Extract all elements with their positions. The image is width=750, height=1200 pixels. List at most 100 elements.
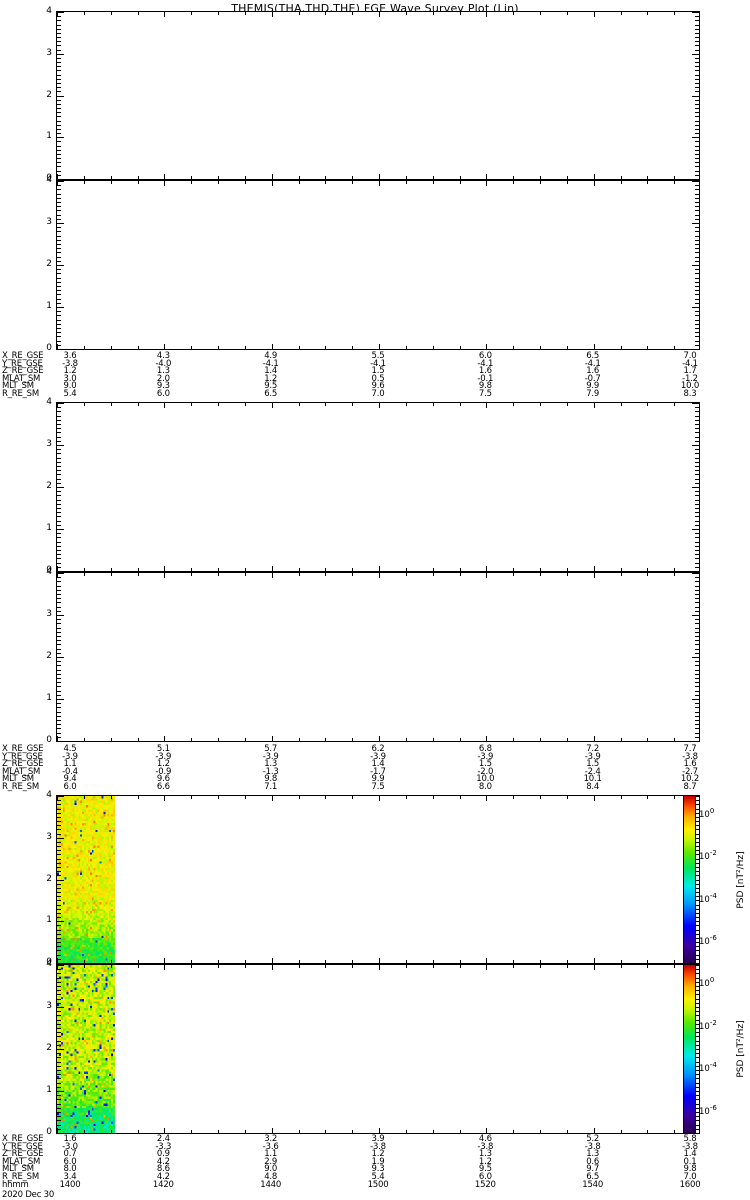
plot-panel-tha-bl (56, 11, 700, 180)
y-minor-tick (695, 1062, 699, 1063)
x-minor-tick (84, 960, 85, 963)
x-minor-tick (406, 346, 407, 349)
y-minor-tick (695, 25, 699, 26)
axis-value: -3.9 (262, 751, 279, 762)
axis-value: 5.1 (156, 744, 170, 754)
y-minor-tick (695, 653, 699, 654)
x-major-tick (272, 736, 273, 741)
x-major-tick (272, 174, 273, 179)
y-minor-tick (695, 70, 699, 71)
y-minor-tick (695, 424, 699, 425)
y-minor-tick (57, 567, 61, 568)
x-minor-tick (433, 960, 434, 963)
x-minor-tick (433, 738, 434, 741)
y-minor-tick (695, 311, 699, 312)
y-major-tick (692, 699, 699, 700)
x-minor-tick (111, 403, 112, 406)
y-tick-label: 2 (46, 90, 52, 100)
y-minor-tick (695, 834, 699, 835)
axis-row-z_re_gse: Z_RE_GSE 1.2 1.3 1.4 1.5 1.6 1.6 1.7 (0, 367, 750, 376)
y-minor-tick (57, 884, 61, 885)
y-minor-tick (695, 712, 699, 713)
y-minor-tick (695, 432, 699, 433)
y-minor-tick (57, 682, 61, 683)
axis-value: -4.1 (477, 358, 494, 369)
y-minor-tick (57, 1099, 61, 1100)
axis-value: -4.1 (262, 358, 279, 369)
x-major-tick (486, 796, 487, 801)
y-minor-tick (57, 474, 61, 475)
axis-value: -3.8 (477, 1141, 494, 1152)
y-minor-tick (695, 162, 699, 163)
y-minor-tick (57, 125, 61, 126)
y-minor-tick (57, 141, 61, 142)
x-minor-tick (84, 346, 85, 349)
y-minor-tick (695, 500, 699, 501)
x-minor-tick (406, 568, 407, 571)
x-minor-tick (647, 568, 648, 571)
y-minor-tick (57, 25, 61, 26)
axis-value: 9.9 (371, 774, 385, 785)
axis-row-hhmm: hhmm 1400 1420 1440 1500 1520 1540 1600 (0, 1181, 750, 1190)
y-minor-tick (57, 640, 61, 641)
x-major-tick (486, 12, 487, 17)
y-minor-tick (695, 854, 699, 855)
x-minor-tick (433, 403, 434, 406)
plot-panel-tha-bii (56, 180, 700, 350)
colorbar-gradient (684, 796, 695, 963)
x-minor-tick (647, 346, 648, 349)
y-minor-tick (695, 537, 699, 538)
y-minor-tick (57, 282, 61, 283)
x-major-tick (57, 174, 58, 179)
y-tick-label: 1 (46, 131, 52, 141)
x-major-tick (379, 174, 380, 179)
y-minor-tick (695, 728, 699, 729)
x-major-tick (594, 965, 595, 970)
y-minor-tick (695, 978, 699, 979)
y-minor-tick (695, 112, 699, 113)
axis-row-y_re_gse: Y_RE_GSE -3.9 -3.9 -3.9 -3.9 -3.9 -3.9 -3.8 (0, 751, 750, 762)
x-minor-tick (621, 12, 622, 15)
x-minor-tick (138, 965, 139, 968)
x-major-tick (379, 1128, 380, 1133)
x-minor-tick (433, 965, 434, 968)
x-major-tick (594, 181, 595, 186)
y-minor-tick (695, 892, 699, 893)
y-minor-tick (57, 834, 61, 835)
x-minor-tick (138, 738, 139, 741)
axis-row-x_re_gse: X_RE_GSE 4.5 5.1 5.7 6.2 6.8 7.2 7.7 (0, 744, 750, 754)
y-minor-tick (57, 479, 61, 480)
axis-row-label: R_RE_SM (2, 1171, 40, 1182)
y-minor-tick (57, 227, 61, 228)
y-minor-tick (57, 733, 61, 734)
y-minor-tick (57, 87, 61, 88)
y-minor-tick (695, 598, 699, 599)
x-minor-tick (218, 176, 219, 179)
axis-row-z_re_gse: Z_RE_GSE 0.7 0.9 1.1 1.2 1.3 1.3 1.4 (0, 1150, 750, 1159)
y-major-tick (692, 657, 699, 658)
y-minor-tick (695, 946, 699, 947)
y-minor-tick (695, 1099, 699, 1100)
x-major-tick (379, 12, 380, 17)
y-minor-tick (57, 341, 61, 342)
axis-value: 6.0 (156, 388, 170, 399)
y-minor-tick (57, 716, 61, 717)
axis-value: 1.6 (63, 1134, 77, 1144)
y-minor-tick (57, 649, 61, 650)
panel-canvas-the-bii (57, 965, 699, 1133)
x-minor-tick (674, 738, 675, 741)
y-minor-tick (57, 441, 61, 442)
axis-value: 9.3 (371, 1164, 385, 1175)
x-minor-tick (621, 738, 622, 741)
x-minor-tick (567, 12, 568, 15)
y-minor-tick (695, 79, 699, 80)
y-minor-tick (57, 428, 61, 429)
y-minor-tick (57, 1116, 61, 1117)
x-minor-tick (406, 1130, 407, 1133)
y-minor-tick (57, 175, 61, 176)
y-minor-tick (57, 563, 61, 564)
y-minor-tick (695, 236, 699, 237)
colorbar-gradient (684, 965, 695, 1133)
x-minor-tick (138, 568, 139, 571)
y-minor-tick (695, 202, 699, 203)
